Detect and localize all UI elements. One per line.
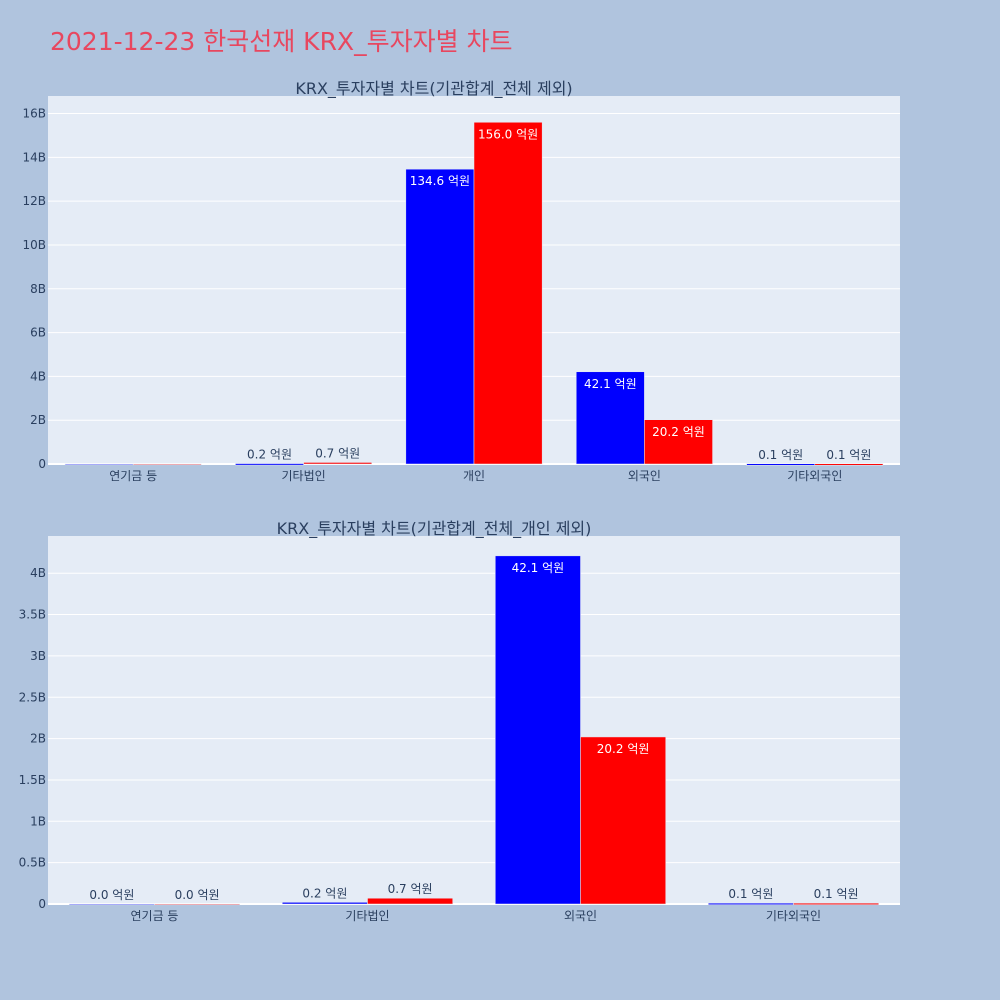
bar-label: 156.0 억원: [478, 127, 538, 141]
bar-label: 20.2 억원: [597, 742, 650, 756]
bar: [235, 463, 304, 466]
y-tick-label: 0.5B: [19, 856, 46, 870]
y-tick-label: 0: [38, 457, 46, 471]
chart-bottom: 0 0.5B 1B 1.5B 2B 2.5B 3B 3.5B 4B KRX_투자자별 차트(기관합…: [19, 519, 900, 923]
x-tick-label: 기타법인: [282, 469, 326, 483]
x-tick-label: 연기금 등: [131, 909, 179, 923]
bar-label: 0.2 억원: [302, 886, 347, 900]
bar-label: 0.1 억원: [758, 448, 803, 462]
y-tick-label: 10B: [22, 238, 46, 252]
y-tick-label: 3.5B: [19, 608, 46, 622]
y-tick-label: 0: [38, 897, 46, 911]
y-tick-label: 1B: [30, 814, 46, 828]
bar-label: 20.2 억원: [652, 425, 705, 439]
y-tick-label: 6B: [30, 326, 46, 340]
y-tick-label: 2.5B: [19, 690, 46, 704]
bar: [644, 419, 713, 465]
bar-label: 0.7 억원: [315, 446, 360, 460]
bar: [473, 122, 543, 465]
y-tick-label: 8B: [30, 282, 46, 296]
chart-title: KRX_투자자별 차트(기관합계_전체_개인 제외): [277, 519, 592, 539]
bar: [495, 555, 581, 905]
bar: [282, 902, 368, 905]
bar-label: 0.0 억원: [89, 888, 134, 902]
plot-area: [48, 536, 900, 904]
bar: [69, 903, 155, 906]
x-tick-label: 기타법인: [345, 909, 389, 923]
y-tick-label: 4B: [30, 369, 46, 383]
y-tick-label: 4B: [30, 566, 46, 580]
page-title: 2021-12-23 한국선재 KRX_투자자별 차트: [50, 27, 513, 56]
bar: [814, 463, 884, 466]
y-tick-label: 12B: [22, 194, 46, 208]
bar: [746, 463, 816, 466]
bar: [132, 463, 202, 466]
y-tick-label: 2B: [30, 732, 46, 746]
y-tick-label: 1.5B: [19, 773, 46, 787]
bar: [303, 462, 373, 465]
bar-label: 0.1 억원: [826, 448, 871, 462]
bar-label: 134.6 억원: [410, 174, 470, 188]
bar: [154, 903, 240, 906]
bar-label: 0.7 억원: [388, 882, 433, 896]
x-tick-label: 개인: [463, 469, 485, 483]
bar: [708, 902, 794, 905]
bar-label: 0.1 억원: [728, 887, 773, 901]
y-tick-label: 3B: [30, 649, 46, 663]
x-tick-label: 외국인: [564, 909, 597, 923]
bar-label: 0.0 억원: [175, 888, 220, 902]
y-tick-label: 16B: [22, 107, 46, 121]
bar-label: 0.2 억원: [247, 448, 292, 462]
bar: [405, 168, 475, 465]
x-tick-label: 연기금 등: [109, 469, 157, 483]
bar: [64, 463, 134, 466]
y-tick-label: 2B: [30, 413, 46, 427]
bar: [793, 902, 879, 905]
bar-label: 42.1 억원: [584, 377, 637, 391]
x-tick-label: 외국인: [628, 469, 661, 483]
bar: [580, 736, 666, 905]
x-tick-label: 기타외국인: [766, 909, 821, 923]
chart-top: 0 2B 4B 6B 8B 10B 12B 14B 16B KRX_투자자별 차트(기관합계_전체…: [22, 79, 900, 483]
bar: [575, 371, 645, 465]
bar: [367, 897, 453, 905]
bar-label: 0.1 억원: [814, 887, 859, 901]
y-tick-label: 14B: [22, 150, 46, 164]
bar-label: 42.1 억원: [512, 561, 565, 575]
x-tick-label: 기타외국인: [787, 469, 842, 483]
chart-title: KRX_투자자별 차트(기관합계_전체 제외): [295, 79, 572, 99]
